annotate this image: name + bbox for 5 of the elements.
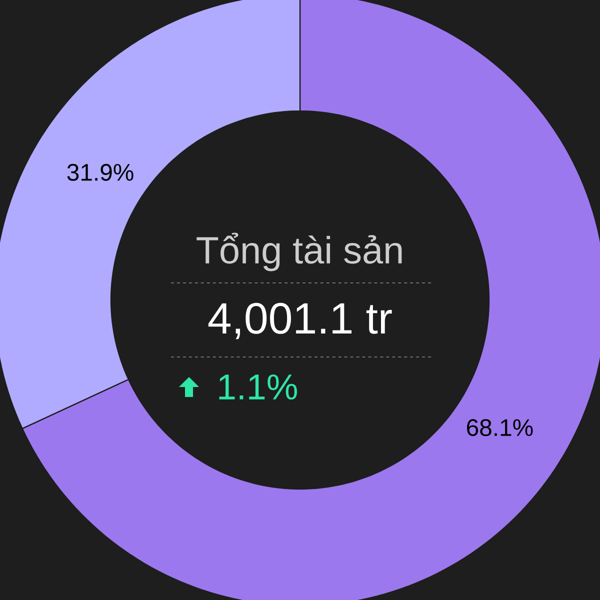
text: 1.1% bbox=[219, 374, 297, 400]
data-label: 68.1% bbox=[467, 419, 533, 436]
data-label: 31.9% bbox=[67, 164, 134, 181]
text: Tổng tài sản bbox=[196, 232, 402, 272]
text: 4,001.1 tr bbox=[208, 302, 392, 340]
